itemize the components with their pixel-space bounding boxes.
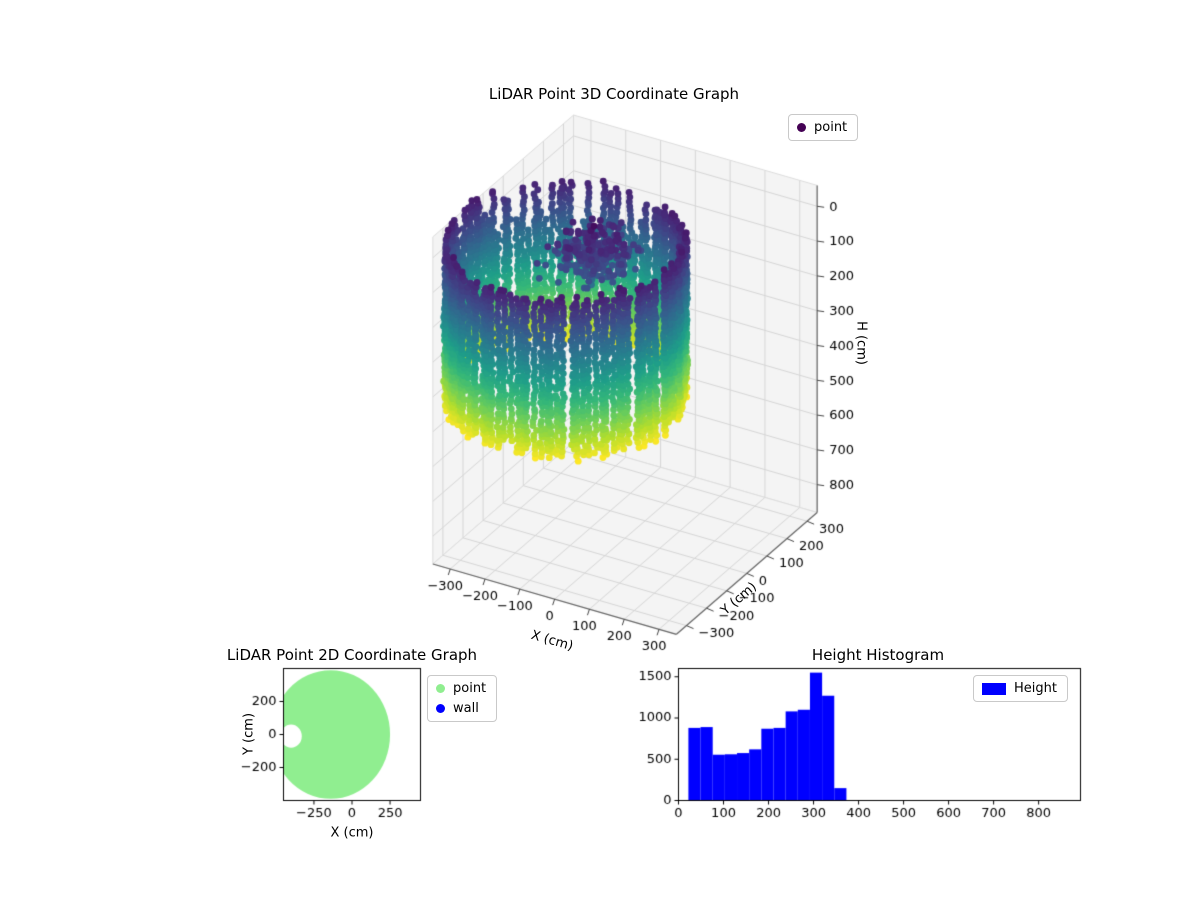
plot3d-h-axis-label: H (cm): [853, 321, 869, 365]
point-marker-icon: [797, 123, 806, 132]
hist-legend[interactable]: Height: [973, 675, 1068, 702]
plot2d-legend-entry-wall: wall: [436, 701, 486, 716]
plot2d-title: LiDAR Point 2D Coordinate Graph: [226, 646, 478, 664]
plot3d-title: LiDAR Point 3D Coordinate Graph: [488, 85, 740, 103]
hist-title: Height Histogram: [811, 646, 945, 664]
plot2d-legend-label-point: point: [453, 681, 487, 696]
plot2d-legend[interactable]: point wall: [427, 675, 498, 722]
plot2d-legend-label-wall: wall: [453, 701, 479, 716]
plot2d-legend-entry-point: point: [436, 681, 486, 696]
hist-legend-label: Height: [1014, 681, 1057, 696]
height-swatch-icon: [982, 682, 1006, 695]
plot2d-x-axis-label: X (cm): [330, 825, 374, 841]
hist-legend-entry-height: Height: [982, 681, 1057, 696]
plot3d-legend-entry-point: point: [797, 120, 847, 135]
plot3d-legend-label: point: [814, 120, 848, 135]
point-marker-icon: [436, 684, 445, 693]
wall-marker-icon: [436, 704, 445, 713]
plot3d-legend[interactable]: point: [788, 114, 859, 141]
plot2d-y-axis-label: Y (cm): [241, 712, 257, 756]
